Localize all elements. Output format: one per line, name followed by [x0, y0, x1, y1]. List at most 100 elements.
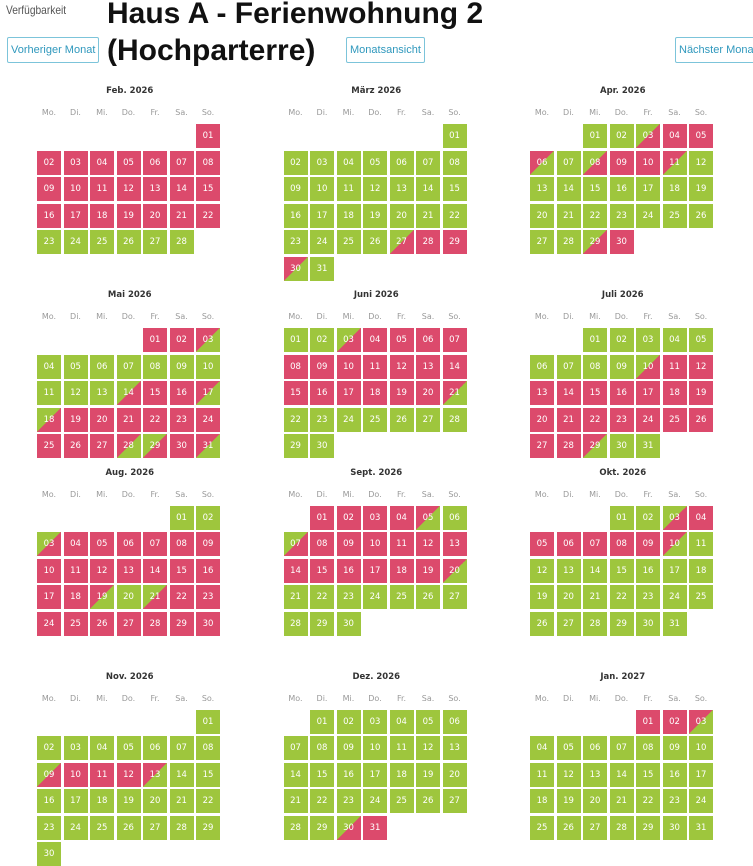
- day-cell[interactable]: 22: [583, 407, 607, 432]
- day-cell[interactable]: 29: [310, 611, 334, 636]
- day-cell[interactable]: 30: [310, 434, 334, 458]
- day-cell[interactable]: 23: [37, 230, 61, 254]
- day-cell[interactable]: 06: [416, 328, 440, 352]
- day-cell[interactable]: 23: [196, 585, 220, 609]
- day-cell[interactable]: 14: [169, 762, 194, 787]
- day-cell[interactable]: 17: [37, 585, 61, 609]
- day-cell[interactable]: 10: [363, 736, 387, 760]
- day-cell[interactable]: 30: [336, 611, 361, 636]
- day-cell[interactable]: 23: [37, 815, 61, 840]
- day-cell[interactable]: 26: [530, 611, 554, 636]
- day-cell[interactable]: 27: [442, 585, 467, 609]
- day-cell[interactable]: 03: [63, 150, 88, 175]
- day-cell[interactable]: 02: [196, 505, 220, 530]
- day-cell[interactable]: 24: [336, 407, 361, 432]
- day-cell[interactable]: 02: [336, 709, 361, 734]
- day-cell[interactable]: 07: [609, 736, 634, 760]
- day-cell[interactable]: 08: [583, 150, 607, 175]
- day-cell[interactable]: 11: [90, 177, 114, 201]
- day-cell[interactable]: 05: [363, 150, 387, 175]
- day-cell[interactable]: 11: [389, 736, 414, 760]
- day-cell[interactable]: 19: [90, 585, 114, 609]
- prev-month-button[interactable]: Vorheriger Monat: [7, 37, 100, 63]
- day-cell[interactable]: 23: [636, 585, 660, 609]
- day-cell[interactable]: 05: [90, 532, 114, 556]
- day-cell[interactable]: 23: [609, 407, 634, 432]
- day-cell[interactable]: 21: [283, 789, 308, 813]
- day-cell[interactable]: 16: [336, 558, 361, 583]
- day-cell[interactable]: 06: [530, 150, 554, 175]
- day-cell[interactable]: 20: [143, 203, 167, 228]
- day-cell[interactable]: 25: [37, 434, 61, 458]
- day-cell[interactable]: 12: [556, 762, 581, 787]
- day-cell[interactable]: 26: [363, 230, 387, 254]
- day-cell[interactable]: 28: [116, 434, 141, 458]
- day-cell[interactable]: 22: [583, 203, 607, 228]
- day-cell[interactable]: 10: [662, 532, 687, 556]
- day-cell[interactable]: 22: [609, 585, 634, 609]
- day-cell[interactable]: 30: [283, 256, 308, 281]
- day-cell[interactable]: 18: [63, 585, 88, 609]
- day-cell[interactable]: 02: [336, 505, 361, 530]
- day-cell[interactable]: 07: [169, 150, 194, 175]
- day-cell[interactable]: 20: [556, 585, 581, 609]
- day-cell[interactable]: 26: [556, 815, 581, 840]
- day-cell[interactable]: 20: [389, 203, 414, 228]
- day-cell[interactable]: 07: [556, 354, 581, 379]
- day-cell[interactable]: 04: [90, 736, 114, 760]
- day-cell[interactable]: 19: [116, 203, 141, 228]
- day-cell[interactable]: 11: [530, 762, 554, 787]
- day-cell[interactable]: 28: [169, 230, 194, 254]
- day-cell[interactable]: 11: [389, 532, 414, 556]
- day-cell[interactable]: 13: [143, 762, 167, 787]
- day-cell[interactable]: 02: [169, 328, 194, 352]
- day-cell[interactable]: 05: [116, 150, 141, 175]
- day-cell[interactable]: 25: [662, 407, 687, 432]
- day-cell[interactable]: 07: [283, 736, 308, 760]
- day-cell[interactable]: 19: [63, 407, 88, 432]
- day-cell[interactable]: 01: [283, 328, 308, 352]
- day-cell[interactable]: 23: [336, 789, 361, 813]
- day-cell[interactable]: 04: [37, 354, 61, 379]
- day-cell[interactable]: 20: [90, 407, 114, 432]
- day-cell[interactable]: 08: [583, 354, 607, 379]
- day-cell[interactable]: 16: [37, 203, 61, 228]
- day-cell[interactable]: 10: [310, 177, 334, 201]
- day-cell[interactable]: 15: [283, 381, 308, 405]
- day-cell[interactable]: 04: [530, 736, 554, 760]
- day-cell[interactable]: 11: [336, 177, 361, 201]
- day-cell[interactable]: 01: [636, 709, 660, 734]
- day-cell[interactable]: 17: [336, 381, 361, 405]
- day-cell[interactable]: 15: [143, 381, 167, 405]
- day-cell[interactable]: 28: [143, 611, 167, 636]
- day-cell[interactable]: 11: [63, 558, 88, 583]
- day-cell[interactable]: 14: [416, 177, 440, 201]
- day-cell[interactable]: 13: [116, 558, 141, 583]
- day-cell[interactable]: 27: [116, 611, 141, 636]
- day-cell[interactable]: 07: [583, 532, 607, 556]
- day-cell[interactable]: 12: [90, 558, 114, 583]
- day-cell[interactable]: 13: [416, 354, 440, 379]
- day-cell[interactable]: 25: [662, 203, 687, 228]
- day-cell[interactable]: 06: [143, 736, 167, 760]
- day-cell[interactable]: 18: [662, 177, 687, 201]
- day-cell[interactable]: 23: [609, 203, 634, 228]
- day-cell[interactable]: 15: [583, 177, 607, 201]
- day-cell[interactable]: 15: [636, 762, 660, 787]
- day-cell[interactable]: 02: [37, 736, 61, 760]
- day-cell[interactable]: 12: [530, 558, 554, 583]
- day-cell[interactable]: 28: [556, 434, 581, 458]
- day-cell[interactable]: 08: [609, 532, 634, 556]
- day-cell[interactable]: 22: [283, 407, 308, 432]
- day-cell[interactable]: 28: [556, 230, 581, 254]
- day-cell[interactable]: 16: [609, 177, 634, 201]
- day-cell[interactable]: 05: [556, 736, 581, 760]
- day-cell[interactable]: 06: [90, 354, 114, 379]
- day-cell[interactable]: 27: [442, 789, 467, 813]
- day-cell[interactable]: 10: [63, 762, 88, 787]
- day-cell[interactable]: 25: [389, 585, 414, 609]
- month-view-button[interactable]: Monatsansicht: [346, 37, 425, 63]
- day-cell[interactable]: 25: [336, 230, 361, 254]
- day-cell[interactable]: 08: [169, 532, 194, 556]
- day-cell[interactable]: 21: [442, 381, 467, 405]
